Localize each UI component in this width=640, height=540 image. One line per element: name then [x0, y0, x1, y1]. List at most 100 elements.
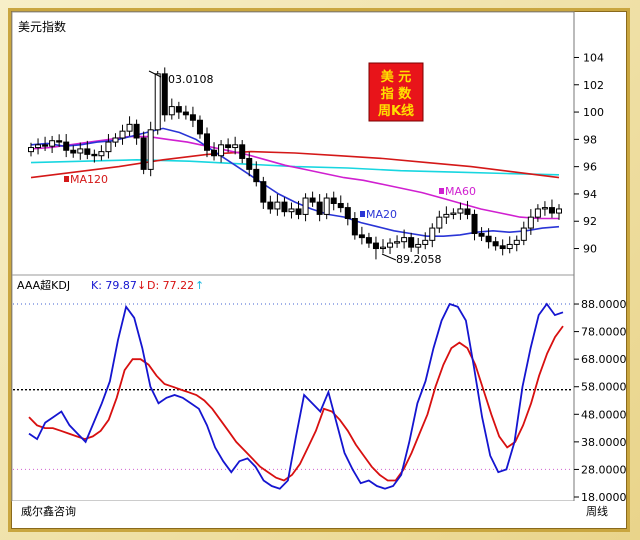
candle-body	[63, 141, 70, 151]
price-tick-label: 90	[583, 243, 597, 256]
candle-body	[274, 201, 281, 210]
chart-canvas[interactable]: 90 92 94 96 98 100 102 104 18.0000 28.0000 38.0000…	[11, 11, 627, 529]
kdj-tick-label: 18.0000	[581, 491, 627, 504]
candle-body	[239, 144, 246, 159]
candle-body	[168, 106, 175, 116]
candle-body	[288, 208, 295, 213]
candle-body	[358, 234, 365, 239]
candle-body	[253, 168, 260, 183]
candle-body	[372, 242, 379, 250]
candle-body	[246, 157, 253, 170]
candle-body	[401, 237, 408, 243]
weekly-badge: 美 元 指 数 周K线	[368, 62, 424, 122]
kdj-lines	[28, 302, 564, 490]
candle-body	[534, 208, 541, 218]
candle-body	[443, 213, 450, 218]
period-label: 周线	[586, 504, 608, 518]
kdj-d-value: D: 77.22	[147, 279, 194, 292]
candle-body	[506, 243, 513, 250]
candle-body	[464, 208, 471, 215]
kdj-k-line	[28, 302, 564, 490]
candle-body	[126, 123, 133, 132]
candle-body	[154, 73, 161, 131]
candle-body	[380, 246, 386, 250]
candle-body	[281, 201, 288, 213]
candle-body	[323, 197, 330, 215]
candle-body	[119, 130, 126, 139]
candle-body	[471, 213, 478, 235]
price-tick-label: 100	[583, 106, 604, 119]
kdj-tick-label: 58.0000	[581, 381, 627, 394]
badge-line3: 周K线	[378, 103, 414, 119]
candle-body	[527, 216, 534, 229]
price-tick-label: 94	[583, 188, 597, 201]
kdj-tick-label: 48.0000	[581, 408, 627, 421]
price-tick-label: 92	[583, 215, 597, 228]
candle-body	[77, 148, 84, 154]
candle-body	[267, 201, 274, 210]
ma60-label: MA60	[445, 185, 476, 198]
candle-body	[112, 137, 119, 143]
chart-frame: 90 92 94 96 98 100 102 104 18.0000 28.0000 38.0000…	[8, 8, 630, 532]
candle-body	[225, 144, 232, 149]
candle-body	[147, 129, 154, 170]
candle-body	[70, 149, 77, 154]
candle-body	[422, 239, 429, 245]
candle-body	[499, 245, 506, 250]
candle-body	[295, 208, 302, 215]
candle-body	[387, 242, 394, 248]
candle-body	[196, 119, 203, 135]
badge-line2: 指 数	[381, 86, 413, 102]
candle-body	[302, 197, 309, 215]
candle-body	[211, 149, 218, 157]
candle-body	[344, 207, 351, 220]
candle-body	[365, 237, 372, 244]
candle-body	[35, 144, 42, 149]
ma60-line	[30, 135, 559, 220]
low-annotation: 89.2058	[396, 253, 442, 266]
candle-body	[316, 201, 323, 215]
kdj-tick-label: 88.0000	[581, 298, 627, 311]
kdj-name: AAA超KDJ	[17, 278, 70, 292]
candle-body	[330, 197, 337, 204]
kdj-grid	[13, 303, 573, 470]
high-annotation: 103.0108	[161, 73, 214, 86]
price-tick-label: 102	[583, 79, 604, 92]
candle-body	[175, 106, 182, 113]
y-axis-ticks: 90 92 94 96 98 100 102 104 18.0000 28.0000 38.0000…	[574, 51, 627, 504]
candle-body	[218, 144, 225, 157]
candle-body	[485, 235, 492, 243]
candle-body	[140, 137, 147, 170]
ma120-label: MA120	[70, 173, 108, 186]
kdj-tick-label: 38.0000	[581, 436, 627, 449]
kdj-panel-border	[11, 274, 575, 502]
candle-body	[548, 207, 555, 214]
candle-body	[492, 241, 499, 247]
ma120-marker	[64, 176, 69, 182]
candle-body	[56, 140, 63, 143]
kdj-tick-label: 68.0000	[581, 353, 627, 366]
ma120-line	[30, 150, 560, 179]
kdj-k-value: K: 79.87	[91, 279, 137, 292]
low-pointer	[381, 253, 397, 261]
candle-body	[520, 227, 527, 241]
price-tick-label: 96	[583, 161, 597, 174]
price-tick-label: 98	[583, 133, 597, 146]
candle-body	[91, 153, 98, 157]
candle-body	[189, 114, 196, 121]
candle-body	[337, 202, 344, 209]
ma20-line	[30, 127, 560, 237]
footer-bar	[12, 501, 626, 528]
price-tick-label: 104	[583, 51, 604, 64]
company-name: 威尔鑫咨询	[21, 504, 76, 518]
candle-body	[457, 208, 464, 214]
candle-body	[478, 233, 485, 237]
ma60-marker	[439, 188, 444, 194]
candle-body	[182, 111, 189, 116]
candle-body	[204, 133, 210, 151]
candle-body	[98, 151, 105, 157]
candle-body	[161, 73, 168, 116]
badge-line1: 美 元	[381, 69, 412, 85]
candle-body	[133, 123, 140, 139]
